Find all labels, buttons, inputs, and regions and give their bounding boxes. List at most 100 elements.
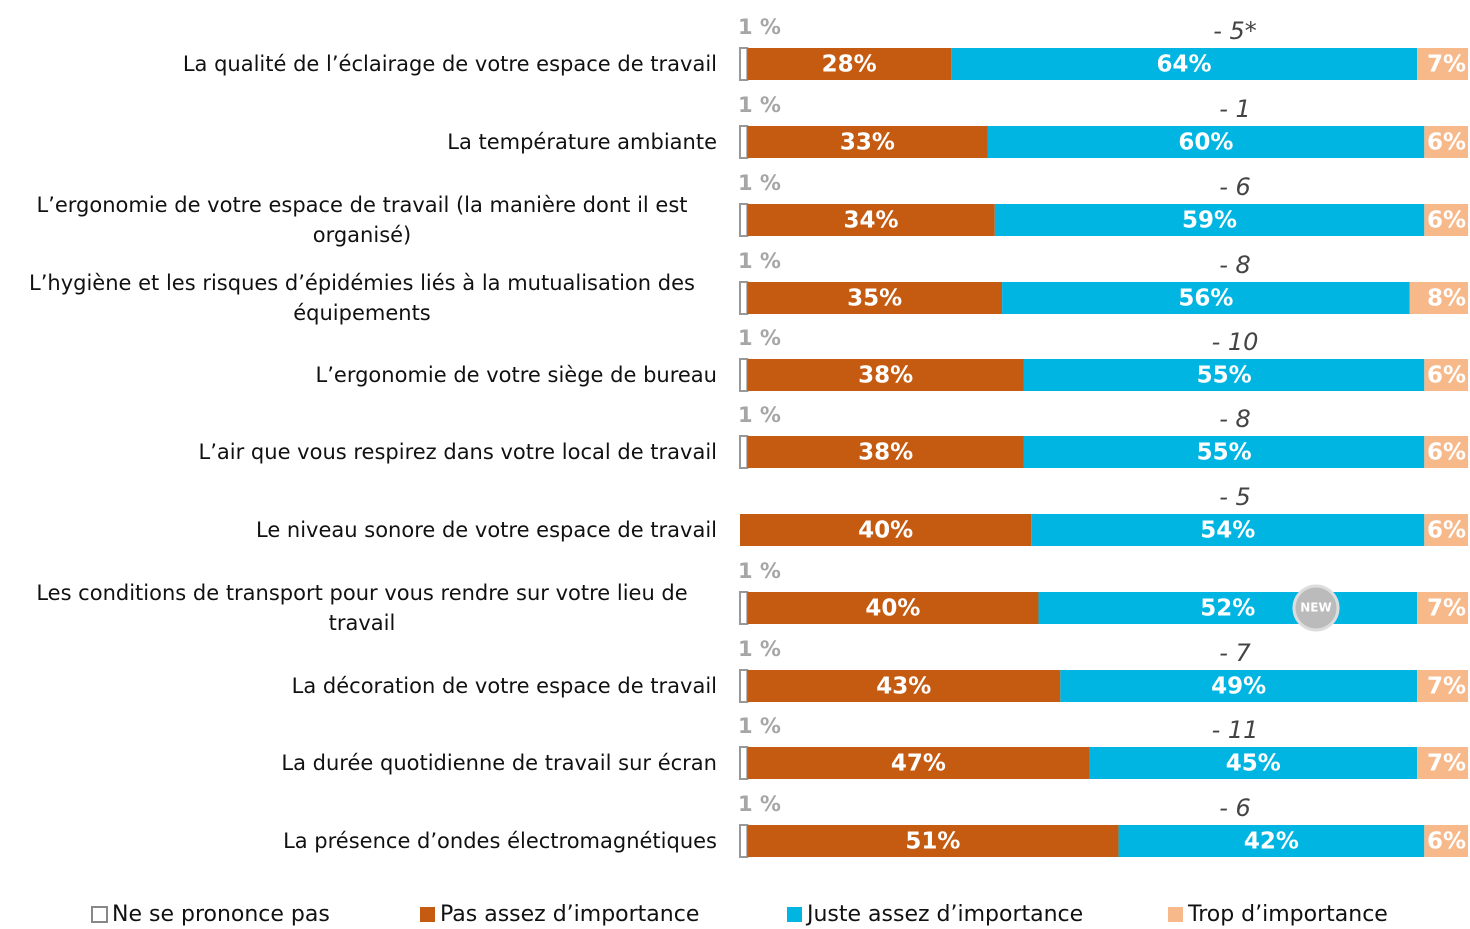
bar-segment [1118,825,1425,857]
bar-segment [1038,592,1418,624]
annotation: - 7 [1219,639,1251,667]
bar-segment [747,825,1119,857]
value-label: 42% [1244,829,1299,855]
value-label: 1 % [738,714,781,738]
annotation: - 6 [1219,173,1251,201]
bar-segment [951,48,1418,80]
annotation: - 1 [1219,95,1251,123]
value-label: 51% [905,829,960,855]
value-label: 1 % [738,326,781,350]
legend-swatch [787,907,802,922]
badge-icon [1292,584,1340,632]
bar-segment [747,670,1061,702]
value-label: 1 % [738,637,781,661]
bar-segment [1424,436,1468,468]
bar-segment [1060,670,1418,702]
category-label: Le niveau sonore de votre espace de trav… [0,490,717,570]
value-label: 43% [876,674,931,700]
value-label: 6% [1427,829,1466,855]
value-label: 6% [1427,440,1466,466]
category-label: La décoration de votre espace de travail [0,646,717,726]
value-label: 1 % [738,249,781,273]
bar-segment [1031,514,1425,546]
legend-swatch [91,906,108,923]
category-label: L’air que vous respirez dans votre local… [0,412,717,492]
bar-segment [1424,359,1468,391]
value-label: 60% [1178,130,1233,156]
value-label: 40% [858,518,913,544]
bar-segment [739,591,749,625]
category-label: L’ergonomie de votre siège de bureau [0,335,717,415]
annotation: - 8 [1219,405,1251,433]
category-text: La décoration de votre espace de travail [291,674,717,698]
value-label: 38% [858,440,913,466]
value-label: 8% [1427,286,1466,312]
legend-label: Trop d’importance [1187,902,1388,927]
value-label: 1 % [738,403,781,427]
bar-segment [739,203,749,237]
bar-segment [739,281,749,315]
bar-segment [747,747,1090,779]
value-label: 7% [1427,596,1466,622]
bar-segment [1417,670,1468,702]
value-label: 1 % [738,792,781,816]
category-text: L’ergonomie de votre espace de travail (… [36,193,688,247]
bar-segment [1424,825,1468,857]
annotation: - 6 [1219,794,1251,822]
value-label: 35% [847,286,902,312]
value-label: 7% [1427,751,1466,777]
bar-segment [739,358,749,392]
legend-swatch [420,907,435,922]
value-label: 1 % [738,15,781,39]
value-label: 38% [858,363,913,389]
legend-label: Ne se prononce pas [112,902,330,927]
category-text: La durée quotidienne de travail sur écra… [281,751,717,775]
annotation: - 11 [1212,716,1259,744]
category-text: L’ergonomie de votre siège de bureau [315,363,717,387]
value-label: 6% [1427,363,1466,389]
bar-segment [987,126,1425,158]
category-text: L’hygiène et les risques d’épidémies lié… [29,271,695,325]
bar-segment [747,282,1003,314]
bar-segment [739,125,749,159]
category-label: La température ambiante [0,102,717,182]
value-label: 6% [1427,208,1466,234]
category-label: La qualité de l’éclairage de votre espac… [0,24,717,104]
value-label: 40% [865,596,920,622]
category-text: La présence d’ondes électromagnétiques [283,829,717,853]
category-text: Le niveau sonore de votre espace de trav… [255,518,717,542]
bar-segment [747,436,1024,468]
category-text: L’air que vous respirez dans votre local… [198,440,717,464]
category-text: Les conditions de transport pour vous re… [36,581,688,635]
bar-segment [1417,747,1468,779]
value-label: 1 % [738,171,781,195]
bar-segment [1417,48,1468,80]
value-label: 7% [1427,674,1466,700]
bar-segment [740,514,1032,546]
category-label: Les conditions de transport pour vous re… [0,568,717,648]
value-label: 6% [1427,130,1466,156]
value-label: 49% [1211,674,1266,700]
bar-segment [1002,282,1410,314]
value-label: 6% [1427,518,1466,544]
bar-segment [1424,126,1468,158]
legend-swatch [1168,907,1183,922]
bar-segment [1424,514,1468,546]
value-label: 33% [840,130,895,156]
value-label: 64% [1157,52,1212,78]
bar-segment [747,48,952,80]
value-label: 1 % [738,559,781,583]
value-label: 54% [1200,518,1255,544]
value-label: 55% [1197,363,1252,389]
bar-segment [1409,282,1468,314]
legend-label: Juste assez d’importance [805,902,1083,927]
category-label: L’ergonomie de votre espace de travail (… [0,180,717,260]
value-label: 56% [1178,286,1233,312]
annotation: - 8 [1219,251,1251,279]
bar-segment [1424,204,1468,236]
value-label: 34% [844,208,899,234]
value-label: 7% [1427,52,1466,78]
bar-segment [739,746,749,780]
